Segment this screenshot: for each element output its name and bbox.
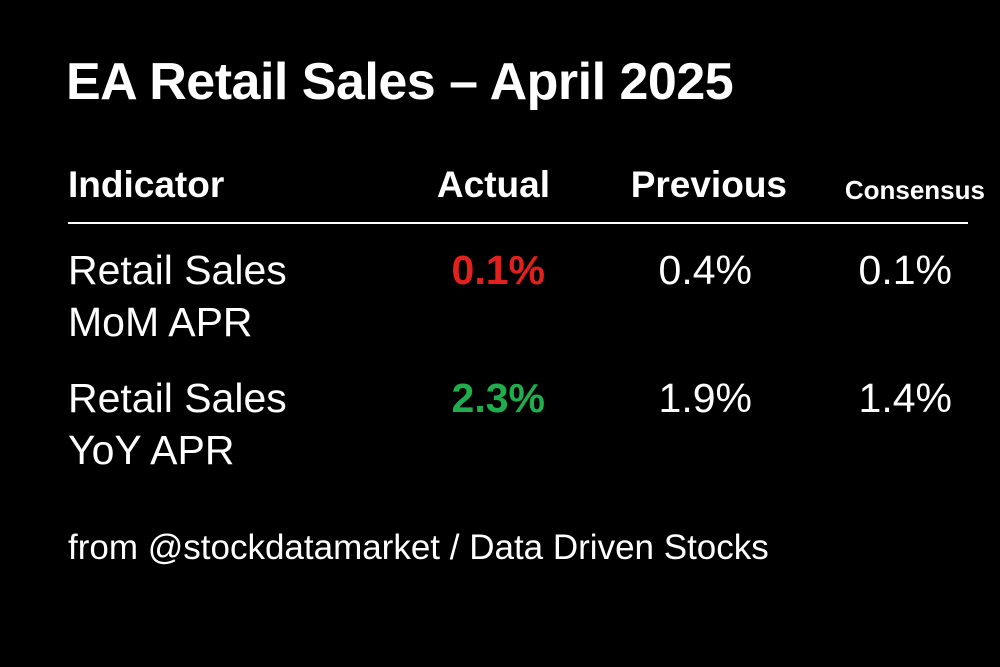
title: EA Retail Sales – April 2025 <box>66 53 734 111</box>
source: from @stockdatamarket / Data Driven Stoc… <box>68 528 769 567</box>
value-cell: 0.1% <box>858 247 952 293</box>
value-cell: 0.1% <box>451 247 545 293</box>
value-cell: 1.9% <box>658 375 752 421</box>
value-cell: 2.3% <box>451 375 545 421</box>
column-header: Indicator <box>68 164 225 205</box>
value-cell: 0.4% <box>658 247 752 293</box>
value-cell: 1.4% <box>858 375 952 421</box>
indicator-cell: Retail Sales MoM APR <box>68 247 287 345</box>
column-header: Consensus <box>844 175 985 205</box>
column-header: Actual <box>436 164 550 205</box>
column-header: Previous <box>630 164 787 205</box>
indicator-cell: Retail Sales YoY APR <box>68 375 287 473</box>
header-rule <box>68 222 968 224</box>
